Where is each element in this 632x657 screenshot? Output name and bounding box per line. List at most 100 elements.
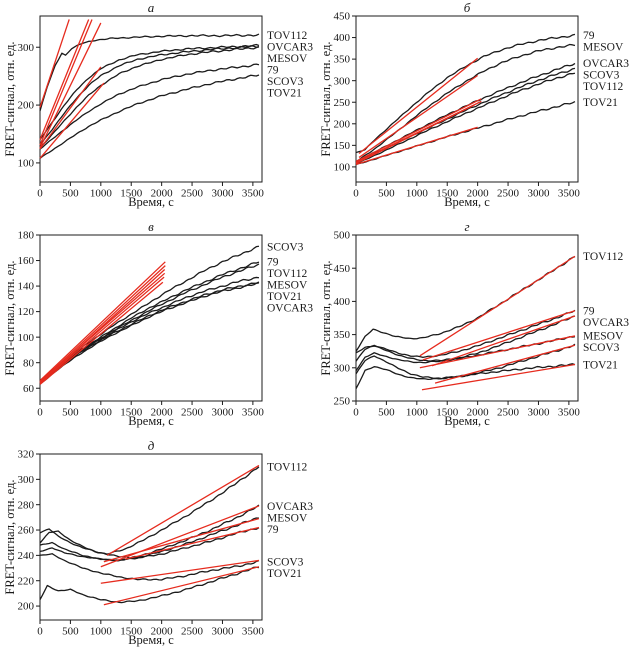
panel-v-x-axis-title: Время, с	[128, 414, 174, 428]
y-tick-label: 200	[18, 100, 35, 112]
x-tick-label: 2500	[497, 188, 520, 200]
x-tick-label: 3500	[242, 188, 265, 200]
panel-a-x-axis-title: Время, с	[128, 195, 174, 209]
x-tick-label: 2000	[151, 626, 174, 638]
y-tick-label: 400	[334, 32, 351, 44]
fit-line-MESOV	[103, 517, 260, 563]
x-tick-label: 2500	[497, 407, 520, 419]
fit-line-SCOV3	[434, 344, 576, 384]
curve-MESOV	[39, 517, 260, 562]
fit-line-OVCAR3	[431, 315, 576, 367]
curve-SCOV3	[39, 553, 260, 581]
y-tick-label: 160	[18, 255, 35, 267]
curve-TOV21	[39, 74, 260, 159]
series-label-TOV21: TOV21	[583, 359, 618, 371]
fit-line-TOV21	[39, 82, 105, 159]
y-tick-label: 100	[334, 162, 351, 174]
series-label-MESOV: MESOV	[583, 331, 624, 343]
x-tick-label: 2000	[151, 407, 174, 419]
panel-g-title: г	[464, 219, 470, 234]
curve-TOV21	[355, 363, 576, 390]
x-tick-label: 0	[37, 407, 43, 419]
series-label-TOV112: TOV112	[583, 251, 624, 263]
curve-79	[39, 527, 260, 559]
x-tick-label: 1500	[120, 188, 143, 200]
curve-MESOV	[355, 43, 576, 163]
y-tick-label: 220	[18, 575, 35, 587]
series-label-SCOV3: SCOV3	[583, 342, 620, 354]
panel-d: д FRET-сигнал, отн. ед. 0 500 1000 1500 2000…	[0, 438, 316, 657]
y-tick-label: 500	[334, 230, 351, 242]
panel-g-x-axis-title: Время, с	[444, 414, 490, 428]
y-tick-label: 400	[334, 296, 351, 308]
y-tick-label: 350	[334, 54, 351, 66]
fit-line-MESOV	[39, 19, 93, 146]
series-label-TOV112: TOV112	[267, 461, 308, 473]
x-tick-label: 2500	[181, 407, 204, 419]
curve-OVCAR3	[355, 315, 576, 362]
fit-line-TOV112	[419, 255, 576, 357]
plot-border	[39, 15, 263, 183]
x-tick-label: 2000	[151, 188, 174, 200]
curve-TOV21	[39, 566, 260, 604]
y-tick-label: 320	[18, 449, 35, 461]
series-label-79: 79	[583, 30, 595, 42]
fit-line-TOV112	[106, 464, 260, 556]
series-label-OVCAR3: OVCAR3	[267, 41, 313, 53]
series-label-MESOV: MESOV	[583, 42, 624, 54]
curve-MESOV	[39, 45, 260, 146]
fit-line-SCOV3	[100, 559, 260, 584]
curve-TOV112	[355, 72, 576, 165]
y-tick-label: 200	[18, 601, 35, 613]
curve-OVCAR3	[39, 504, 260, 562]
y-tick-label: 250	[334, 396, 351, 408]
curve-OVCAR3	[39, 43, 260, 140]
fit-line-OVCAR3	[39, 281, 164, 385]
series-label-SCOV3: SCOV3	[267, 76, 304, 88]
curve-OVCAR3	[39, 282, 260, 385]
panel-a-plot: 0 500 1000 1500 2000 2500 3000 3500 100 200 300 TOV…	[18, 15, 313, 200]
x-tick-label: 1000	[406, 188, 429, 200]
x-tick-label: 3500	[558, 188, 581, 200]
series-label-SCOV3: SCOV3	[583, 70, 620, 82]
x-tick-label: 0	[353, 188, 359, 200]
x-tick-label: 1000	[406, 407, 429, 419]
x-tick-label: 3500	[242, 407, 265, 419]
x-tick-label: 2000	[467, 407, 490, 419]
fit-line-OVCAR3	[100, 505, 260, 568]
x-tick-label: 0	[37, 626, 43, 638]
x-tick-label: 1500	[436, 407, 459, 419]
y-tick-label: 140	[18, 281, 35, 293]
y-tick-label: 120	[18, 306, 35, 318]
series-label-OVCAR3: OVCAR3	[267, 303, 313, 315]
series-label-79: 79	[583, 305, 595, 317]
x-tick-label: 1000	[90, 188, 113, 200]
fit-line-OVCAR3	[355, 98, 482, 162]
series-label-SCOV3: SCOV3	[267, 557, 304, 569]
fit-line-TOV112	[39, 19, 70, 108]
fit-line-TOV21	[355, 126, 478, 165]
series-label-OVCAR3: OVCAR3	[583, 317, 629, 329]
x-tick-label: 500	[378, 407, 395, 419]
series-label-79: 79	[267, 524, 279, 536]
y-tick-label: 260	[18, 525, 35, 537]
fit-line-79	[422, 310, 576, 361]
series-label-OVCAR3: OVCAR3	[267, 501, 313, 513]
fit-line-79	[358, 57, 479, 155]
series-label-TOV21: TOV21	[267, 568, 302, 580]
panel-g: г FRET-сигнал, отн. ед. 0 500 1000 1500 2000…	[316, 219, 632, 438]
curve-79	[355, 309, 576, 362]
series-label-MESOV: MESOV	[267, 512, 308, 524]
series-label-SCOV3: SCOV3	[267, 241, 304, 253]
fit-line-79	[39, 265, 166, 383]
y-tick-label: 100	[18, 332, 35, 344]
fit-line-79	[39, 22, 102, 149]
series-label-79: 79	[267, 257, 279, 269]
fit-line-MESOV	[419, 335, 576, 369]
x-tick-label: 3000	[211, 626, 234, 638]
fit-line-SCOV3	[39, 261, 166, 382]
y-tick-label: 100	[18, 158, 35, 170]
fit-line-79	[125, 526, 260, 560]
fit-line-OVCAR3	[39, 19, 90, 141]
